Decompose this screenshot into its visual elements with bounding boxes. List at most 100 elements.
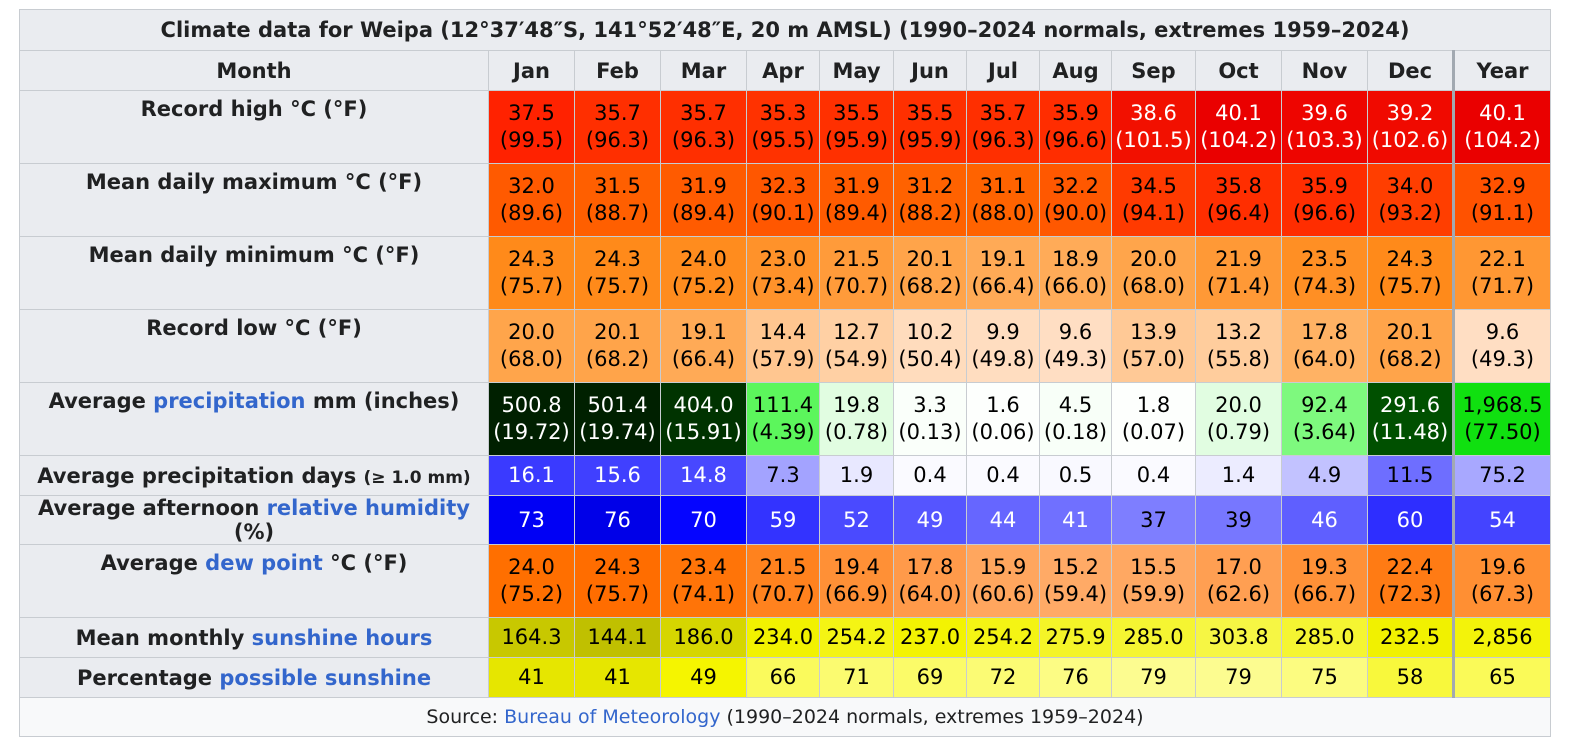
link-sunshine-hours[interactable]: sunshine hours <box>251 625 433 650</box>
cell-sunshine-hours-jun: 237.0 <box>893 617 967 658</box>
row-sunshine-hours: Mean monthly sunshine hours 164.3 144.1 186… <box>19 617 1551 658</box>
cell-record-high-apr: 35.3 (95.5) <box>746 90 820 164</box>
cell-value: 10.2 <box>906 320 954 344</box>
cell-value: 186.0 <box>673 625 734 649</box>
cell-value: 2,856 <box>1472 625 1533 649</box>
cell-value: 35.7 <box>979 101 1027 125</box>
cell-precip-may: 19.8 (0.78) <box>819 382 894 456</box>
cell-value-imperial: (66.9) <box>824 582 889 606</box>
cell-value: 24.3 <box>594 247 641 271</box>
cell-mean-max-mar: 31.9 (89.4) <box>660 163 747 237</box>
cell-value: 14.4 <box>759 320 807 344</box>
row-mean-max: Mean daily maximum °C (°F) 32.0 (89.6) 31.5… <box>19 163 1551 237</box>
cell-value-imperial: (70.7) <box>824 274 889 298</box>
cell-mean-max-jan: 32.0 (89.6) <box>488 163 575 237</box>
cell-value-imperial: (67.3) <box>1470 582 1535 606</box>
link-dew-point[interactable]: dew point <box>205 551 323 575</box>
cell-record-high-mar: 35.7 (96.3) <box>660 90 747 164</box>
cell-value-imperial: (60.6) <box>971 582 1035 606</box>
cell-value: 1.4 <box>1221 463 1256 487</box>
cell-value: 21.5 <box>759 555 807 579</box>
cell-value: 9.6 <box>1058 320 1093 344</box>
link-precipitation[interactable]: precipitation <box>153 389 306 413</box>
climate-table-wrapper: Climate data for Weipa (12°37′48″S, 141°… <box>19 9 1551 737</box>
cell-value-imperial: (75.7) <box>1378 274 1442 298</box>
cell-value: 70 <box>690 507 717 532</box>
cell-value-imperial: (57.0) <box>1121 347 1186 371</box>
cell-mean-min-apr: 23.0 (73.4) <box>746 236 820 310</box>
cell-value-imperial: (89.4) <box>671 201 736 225</box>
cell-value-imperial: (75.7) <box>499 274 564 298</box>
cell-value-imperial: (89.6) <box>499 201 564 225</box>
cell-value-imperial: (103.3) <box>1286 128 1363 152</box>
cell-value-imperial: (74.3) <box>1292 274 1357 298</box>
row-label-text: Average <box>100 551 206 575</box>
cell-value-imperial: (0.07) <box>1121 420 1186 444</box>
cell-record-low-nov: 17.8 (64.0) <box>1281 309 1368 383</box>
cell-value: 24.3 <box>594 555 641 579</box>
cell-value: 49 <box>916 507 944 532</box>
cell-value: 66 <box>769 665 797 689</box>
cell-humidity-jul: 44 <box>966 495 1040 545</box>
cell-value: 17.8 <box>1301 320 1348 344</box>
cell-humidity-sep: 37 <box>1111 495 1196 545</box>
link-relative-humidity[interactable]: relative humidity <box>266 496 470 520</box>
cell-value: 40.1 <box>1479 101 1526 125</box>
cell-value: 21.9 <box>1215 247 1262 271</box>
cell-value-imperial: (68.0) <box>1121 274 1186 298</box>
cell-value: 21.5 <box>833 247 880 271</box>
month-header-feb: Feb <box>574 50 661 91</box>
cell-mean-min-jun: 20.1 (68.2) <box>893 236 967 310</box>
cell-value: 79 <box>1225 665 1252 689</box>
cell-record-low-sep: 13.9 (57.0) <box>1111 309 1196 383</box>
cell-value: 4.9 <box>1307 463 1342 487</box>
row-humidity: Average afternoon relative humidity (%) 7… <box>19 495 1551 545</box>
cell-value: 13.2 <box>1215 320 1262 344</box>
cell-value-imperial: (0.79) <box>1206 420 1271 444</box>
cell-value: 15.6 <box>594 463 641 487</box>
cell-sunshine-hours-oct: 303.8 <box>1195 617 1282 658</box>
cell-sunshine-hours-feb: 144.1 <box>574 617 661 658</box>
cell-mean-min-jan: 24.3 (75.7) <box>488 236 575 310</box>
cell-value-imperial: (75.7) <box>585 274 650 298</box>
cell-value: 111.4 <box>752 393 814 417</box>
header-row: Month Jan Feb Mar Apr May Jun Jul Aug Sep Oct Nov D… <box>19 50 1551 91</box>
cell-value: 275.9 <box>1045 625 1106 649</box>
cell-value: 46 <box>1311 507 1338 532</box>
cell-record-low-year: 9.6 (49.3) <box>1452 309 1551 383</box>
cell-value: 39.6 <box>1301 101 1348 125</box>
cell-value-imperial: (4.39) <box>751 420 815 444</box>
cell-possible-sunshine-jan: 41 <box>488 657 575 698</box>
table-title: Climate data for Weipa (12°37′48″S, 141°… <box>19 9 1551 51</box>
cell-value-imperial: (71.4) <box>1206 274 1271 298</box>
cell-record-low-oct: 13.2 (55.8) <box>1195 309 1282 383</box>
cell-value: 20.1 <box>1386 320 1434 344</box>
cell-dew-point-apr: 21.5 (70.7) <box>746 544 820 618</box>
cell-value: 404.0 <box>673 393 734 417</box>
cell-value: 58 <box>1396 665 1424 689</box>
cell-mean-min-jul: 19.1 (66.4) <box>966 236 1040 310</box>
cell-mean-max-apr: 32.3 (90.1) <box>746 163 820 237</box>
cell-precip-days-feb: 15.6 <box>574 455 661 496</box>
cell-value-imperial: (59.9) <box>1121 582 1186 606</box>
cell-sunshine-hours-jan: 164.3 <box>488 617 575 658</box>
cell-value-imperial: (95.9) <box>898 128 962 152</box>
cell-possible-sunshine-year: 65 <box>1452 657 1551 698</box>
row-label-precip: Average precipitation mm (inches) <box>19 382 489 456</box>
cell-value: 38.6 <box>1130 101 1177 125</box>
cell-value: 24.0 <box>680 247 727 271</box>
row-label-text: Mean daily maximum °C (°F) <box>85 170 423 194</box>
cell-value-imperial: (99.5) <box>499 128 564 152</box>
row-label-mean-min: Mean daily minimum °C (°F) <box>19 236 489 310</box>
row-label-text: Mean daily minimum °C (°F) <box>88 243 420 267</box>
cell-value-imperial: (68.2) <box>898 274 962 298</box>
row-label-text: Average afternoon <box>38 496 267 520</box>
cell-precip-days-year: 75.2 <box>1452 455 1551 496</box>
cell-value: 23.0 <box>759 247 807 271</box>
cell-mean-min-may: 21.5 (70.7) <box>819 236 894 310</box>
cell-value: 39 <box>1225 507 1252 532</box>
row-label-text: °C (°F) <box>322 551 408 575</box>
source-link[interactable]: Bureau of Meteorology <box>504 705 721 728</box>
link-possible-sunshine[interactable]: possible sunshine <box>219 665 432 690</box>
cell-value: 19.4 <box>833 555 880 579</box>
